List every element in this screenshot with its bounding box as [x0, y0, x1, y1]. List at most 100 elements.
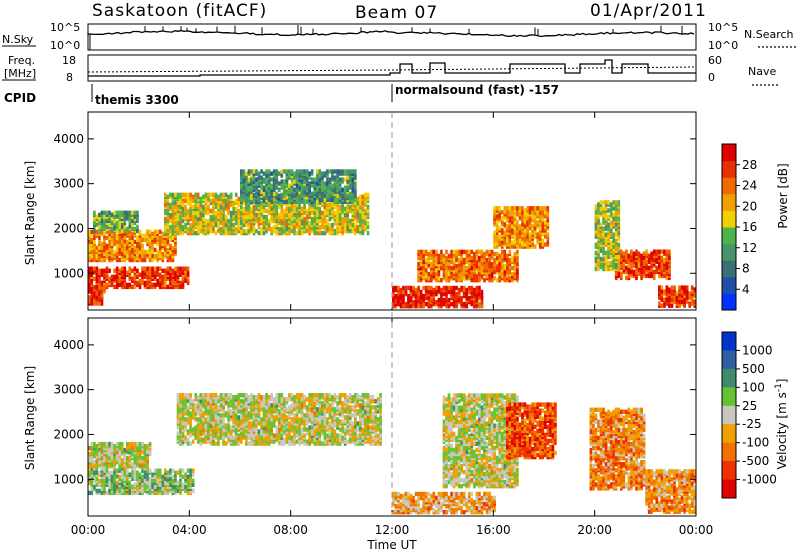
power-cell	[179, 216, 182, 222]
power-cell	[597, 226, 600, 231]
power-cell	[399, 295, 403, 301]
power-cell	[442, 253, 446, 259]
power-cell	[658, 295, 661, 300]
power-cell	[343, 206, 347, 212]
power-cell	[599, 262, 603, 268]
power-cell	[118, 229, 121, 234]
power-cell	[506, 273, 509, 279]
velocity-cell	[113, 470, 116, 475]
power-cell	[176, 200, 180, 206]
power-cell	[498, 226, 501, 231]
power-cell	[90, 249, 94, 255]
power-cell	[503, 206, 507, 211]
power-cell	[217, 194, 220, 199]
velocity-cell	[90, 464, 94, 469]
velocity-cell	[133, 458, 137, 463]
power-cell	[148, 229, 152, 234]
power-cell	[242, 197, 246, 202]
power-cell	[612, 264, 615, 270]
power-cell	[108, 268, 111, 273]
power-cell	[237, 218, 241, 224]
power-cell	[627, 263, 631, 268]
power-cell	[506, 253, 509, 259]
power-cell	[594, 204, 598, 209]
velocity-cell	[138, 478, 142, 483]
velocity-cell	[146, 443, 149, 449]
power-cell	[171, 208, 175, 214]
power-cell	[115, 278, 119, 283]
power-cell	[612, 200, 615, 205]
velocity-cell	[189, 468, 192, 473]
power-cell	[186, 270, 190, 275]
power-cell	[599, 222, 603, 227]
power-cell	[394, 285, 398, 291]
velocity-cell	[110, 441, 114, 447]
power-cell	[663, 257, 666, 262]
power-cell	[202, 194, 205, 199]
power-cell	[326, 181, 329, 186]
power-cell	[652, 269, 656, 275]
velocity-cell	[184, 435, 187, 440]
power-cell	[407, 285, 410, 291]
power-cell	[511, 224, 514, 229]
cpid-mode-1: normalsound (fast) -157	[395, 83, 559, 97]
velocity-cell	[194, 425, 197, 430]
power-cell	[538, 216, 542, 221]
power-cell	[95, 295, 99, 300]
power-cell	[95, 214, 99, 219]
power-cell	[100, 280, 104, 286]
velocity-cell	[88, 468, 91, 473]
velocity-cell	[120, 449, 124, 455]
power-cell	[521, 218, 524, 223]
power-cell	[402, 285, 405, 291]
power-cell	[452, 295, 456, 301]
power-cell	[270, 171, 273, 176]
power-cell	[316, 169, 319, 174]
power-cell	[328, 210, 332, 216]
power-cell	[290, 228, 294, 234]
velocity-cell	[179, 480, 182, 485]
power-cell	[437, 285, 441, 291]
power-cell	[120, 210, 124, 215]
velocity-cell	[118, 441, 121, 447]
power-cell	[164, 224, 167, 230]
power-cell	[500, 249, 504, 255]
power-cell	[272, 224, 276, 230]
power-cell	[283, 179, 286, 184]
velocity-cell	[138, 445, 142, 451]
power-cell	[333, 210, 337, 216]
power-cell	[295, 177, 299, 182]
velocity-cell	[133, 482, 137, 487]
power-cell	[257, 189, 261, 194]
power-cell	[511, 265, 514, 271]
velocity-cell	[194, 403, 197, 408]
power-cell	[151, 253, 154, 259]
power-cell	[131, 239, 134, 245]
power-cell	[442, 291, 446, 297]
power-cell	[440, 255, 443, 261]
power-cell	[521, 240, 524, 245]
power-cell	[209, 208, 213, 214]
power-cell	[260, 226, 263, 232]
power-cell	[480, 249, 484, 255]
power-cell	[445, 249, 448, 255]
power-cell	[341, 177, 344, 182]
power-cell	[103, 220, 106, 225]
power-cell	[118, 268, 121, 273]
power-cell	[508, 249, 512, 255]
power-cell	[229, 226, 233, 232]
power-cell	[242, 193, 246, 198]
power-cell	[422, 269, 425, 275]
power-cell	[541, 232, 545, 237]
power-cell	[637, 271, 641, 277]
velocity-cell	[110, 478, 114, 483]
power-cell	[523, 236, 527, 241]
power-cell	[478, 255, 481, 261]
power-cell	[222, 228, 225, 234]
power-cell	[523, 228, 527, 233]
power-cell	[652, 275, 656, 281]
velocity-cell	[179, 468, 182, 473]
power-cell	[500, 210, 504, 215]
power-cell	[460, 299, 463, 305]
